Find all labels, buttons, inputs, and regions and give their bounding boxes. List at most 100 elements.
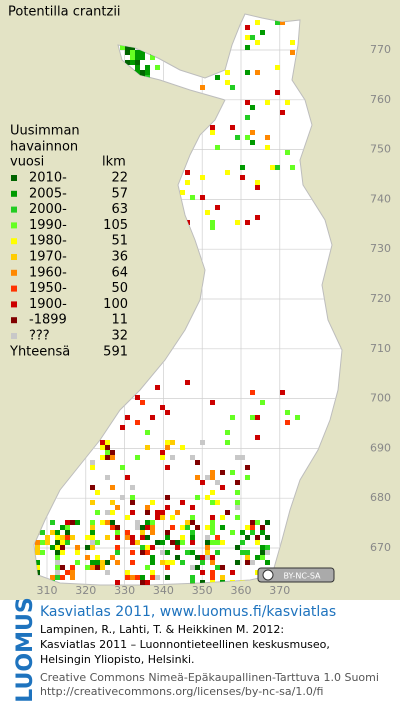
cell — [150, 525, 155, 530]
cell — [65, 525, 70, 530]
cell — [215, 565, 220, 570]
cell — [160, 550, 165, 555]
cell — [95, 490, 100, 495]
cell — [130, 560, 135, 565]
y-tick-label: 690 — [370, 441, 391, 454]
legend-total-label: Yhteensä — [9, 344, 70, 359]
cell — [90, 560, 95, 565]
cell — [265, 100, 270, 105]
cell — [245, 25, 250, 30]
cell — [125, 45, 130, 50]
cell — [225, 80, 230, 85]
cell — [220, 575, 225, 580]
cell — [175, 545, 180, 550]
cell — [110, 500, 115, 505]
cell — [210, 225, 215, 230]
cell — [215, 75, 220, 80]
cell — [105, 535, 110, 540]
cell — [35, 550, 40, 555]
cell — [35, 540, 40, 545]
cell — [45, 540, 50, 545]
cell — [90, 535, 95, 540]
cell — [195, 525, 200, 530]
cell — [55, 575, 60, 580]
cell — [50, 530, 55, 535]
cell — [140, 545, 145, 550]
cell — [245, 45, 250, 50]
cell — [130, 540, 135, 545]
cell — [285, 150, 290, 155]
cell — [250, 560, 255, 565]
cell — [230, 530, 235, 535]
cell — [85, 545, 90, 550]
cell — [155, 575, 160, 580]
cell — [210, 125, 215, 130]
cell — [95, 560, 100, 565]
cell — [105, 520, 110, 525]
cell — [125, 570, 130, 575]
legend-swatch — [11, 254, 17, 260]
cell — [245, 115, 250, 120]
cell — [90, 485, 95, 490]
cell — [200, 570, 205, 575]
citation-line: Helsingin Yliopisto, Helsinki. — [40, 653, 195, 666]
legend-column: vuosi — [10, 155, 44, 170]
cell — [150, 520, 155, 525]
cell — [200, 175, 205, 180]
legend-swatch — [11, 238, 17, 245]
cell — [120, 495, 125, 500]
observation-cells — [35, 15, 300, 585]
cell — [170, 560, 175, 565]
cell — [255, 180, 260, 185]
cell — [170, 525, 175, 530]
cell — [130, 575, 135, 580]
cell — [130, 535, 135, 540]
legend-swatch — [11, 285, 17, 292]
cell — [290, 50, 295, 55]
cell — [255, 215, 260, 220]
legend-label: 1980- — [29, 234, 67, 249]
cell — [205, 475, 210, 480]
legend-count: 36 — [111, 250, 128, 265]
cell — [285, 410, 290, 415]
cell — [290, 165, 295, 170]
cell — [245, 560, 250, 565]
cell — [145, 65, 150, 70]
cell — [235, 515, 240, 520]
cell — [190, 580, 195, 585]
cell — [255, 555, 260, 560]
cell — [65, 570, 70, 575]
cell — [75, 520, 80, 525]
cell — [105, 440, 110, 445]
cell — [55, 540, 60, 545]
cell — [210, 575, 215, 580]
cell — [130, 485, 135, 490]
cell — [115, 550, 120, 555]
cell — [145, 565, 150, 570]
cell — [275, 20, 280, 25]
cell — [135, 455, 140, 460]
cell — [105, 445, 110, 450]
cell — [245, 465, 250, 470]
cell — [150, 530, 155, 535]
cell — [250, 35, 255, 40]
cell — [90, 525, 95, 530]
cell — [280, 20, 285, 25]
cell — [60, 575, 65, 580]
y-tick-label: 700 — [370, 392, 391, 405]
cell — [140, 575, 145, 580]
cell — [280, 390, 285, 395]
cell — [240, 530, 245, 535]
cell — [250, 415, 255, 420]
cell — [90, 530, 95, 535]
cell — [215, 535, 220, 540]
cell — [290, 40, 295, 45]
cell — [225, 430, 230, 435]
citation-line: Kasviatlas 2011 – Luonnontieteellinen ke… — [40, 638, 330, 651]
legend-count: 63 — [111, 202, 128, 217]
cell — [260, 530, 265, 535]
legend-label: 1960- — [29, 265, 67, 280]
legend-label: 2010- — [29, 171, 67, 186]
cell — [110, 520, 115, 525]
cell — [85, 535, 90, 540]
